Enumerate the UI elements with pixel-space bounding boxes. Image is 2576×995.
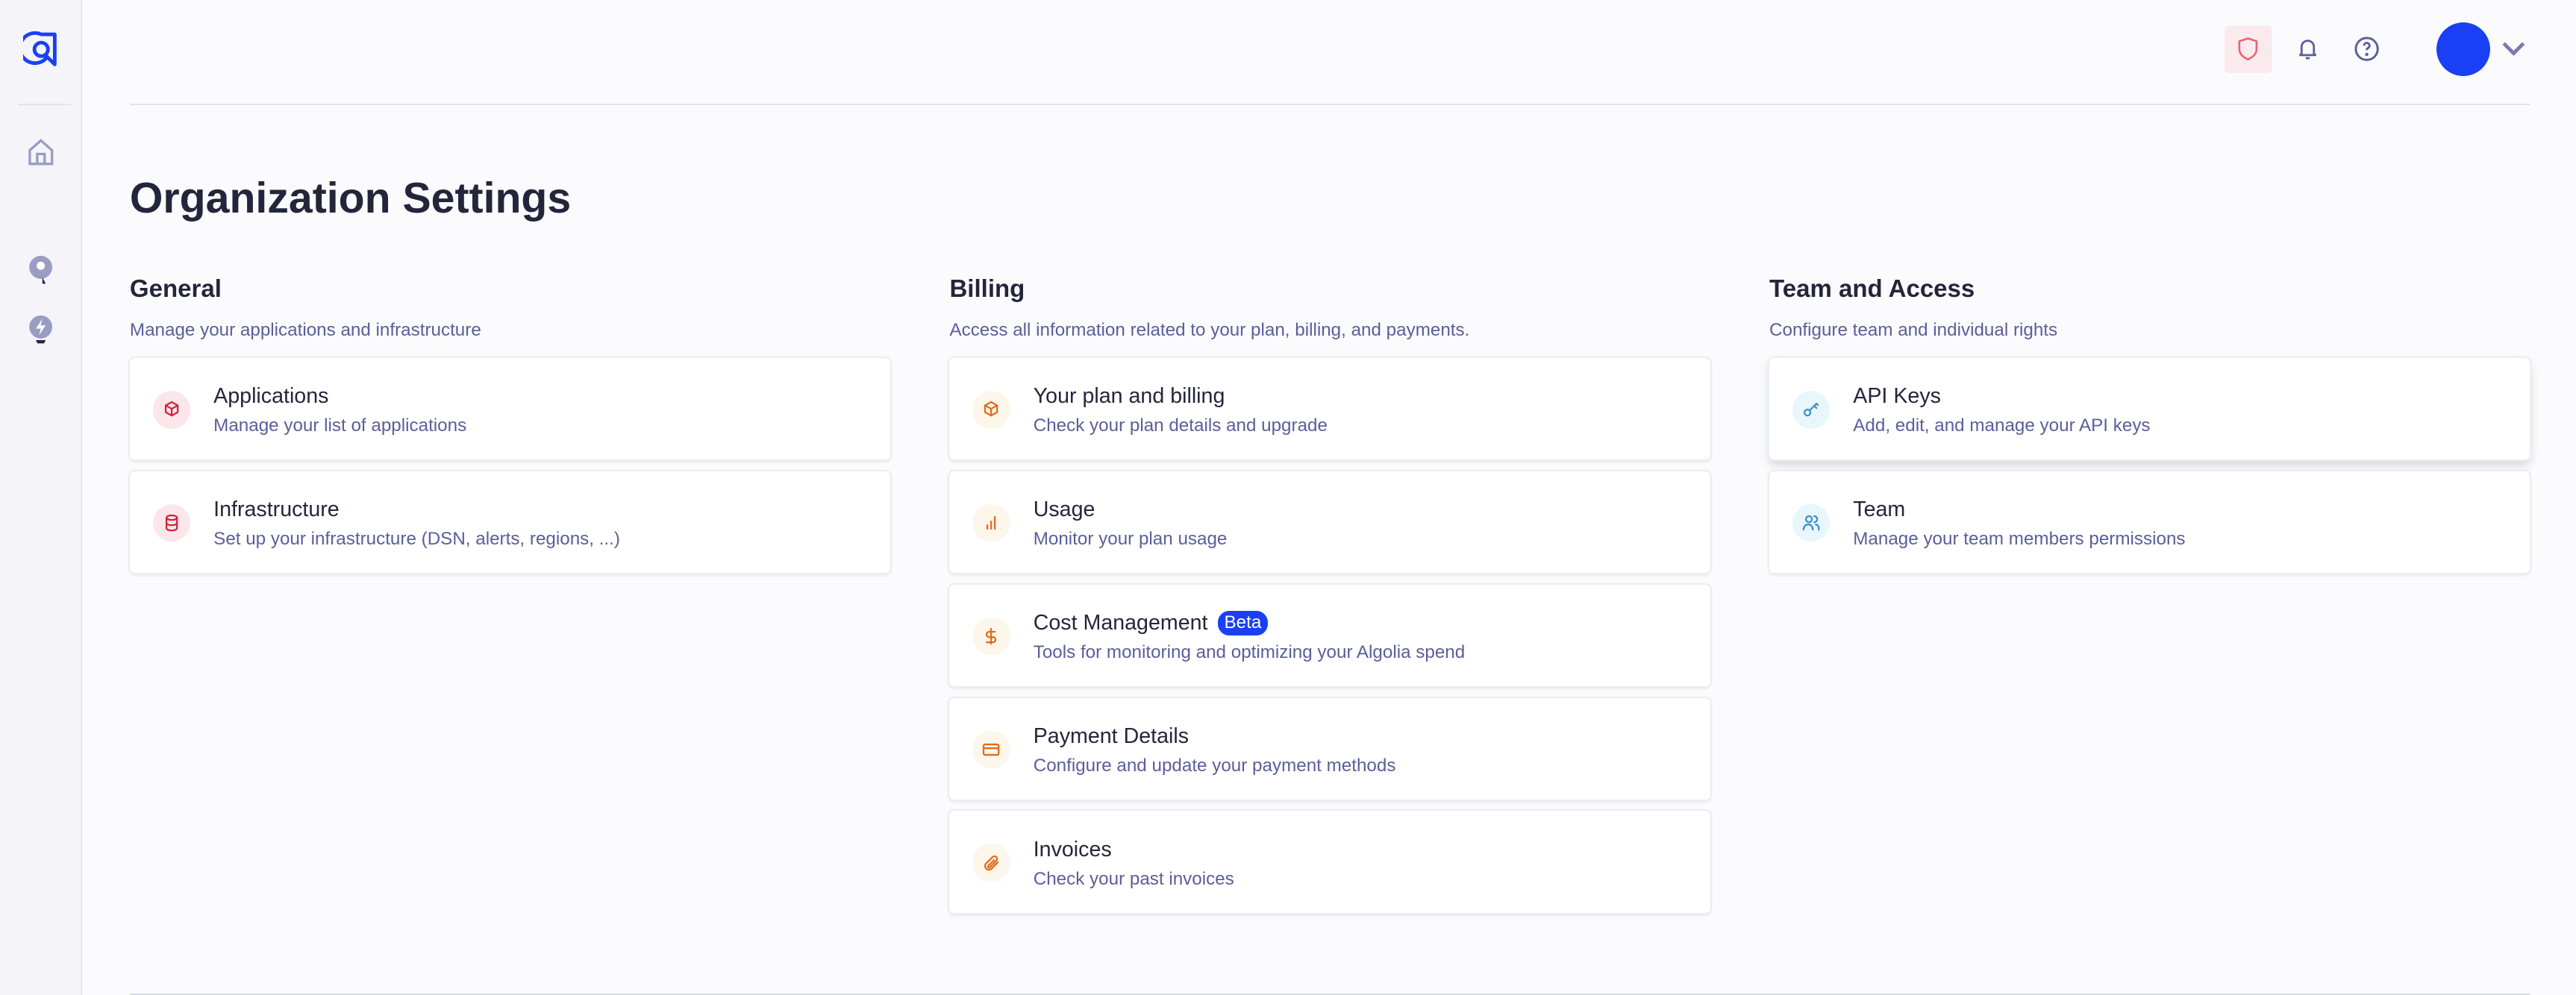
users-icon [1792, 503, 1831, 542]
card-title: Cost Management [1033, 610, 1208, 635]
card-subtitle: Add, edit, and manage your API keys [1853, 415, 2151, 436]
card-title: Infrastructure [213, 498, 340, 521]
algolia-logo[interactable] [22, 31, 59, 67]
section-title: General [129, 274, 222, 303]
card-payment-details[interactable]: Payment Details Configure and update you… [949, 697, 1710, 800]
card-api-keys[interactable]: API Keys Add, edit, and manage your API … [1769, 357, 2530, 460]
bolt-pin-icon[interactable] [23, 312, 59, 348]
section-subtitle: Configure team and individual rights [1769, 320, 2058, 341]
card-cost-management[interactable]: Cost Management Beta Tools for monitoring… [949, 584, 1710, 687]
footer-divider [129, 993, 2530, 995]
bell-icon[interactable] [2283, 25, 2331, 73]
card-title: Your plan and billing [1033, 384, 1225, 409]
section-general: General Manage your applications and inf… [129, 272, 891, 584]
header-divider [129, 103, 2530, 105]
card-title: Team [1853, 498, 1906, 521]
search-pin-icon[interactable] [23, 253, 59, 289]
section-team: Team and Access Configure team and indiv… [1769, 272, 2530, 584]
section-billing: Billing Access all information related t… [949, 272, 1710, 924]
page-title: Organization Settings [129, 175, 572, 223]
card-subtitle: Manage your team members permissions [1853, 528, 2186, 549]
section-title: Billing [949, 274, 1025, 303]
card-title: API Keys [1853, 384, 1941, 409]
sidebar [0, 0, 82, 995]
card-title: Applications [213, 384, 329, 409]
sidebar-divider [18, 103, 71, 105]
card-invoices[interactable]: Invoices Check your past invoices [949, 811, 1710, 913]
card-subtitle: Check your past invoices [1033, 868, 1234, 889]
section-title: Team and Access [1769, 274, 1975, 303]
card-your-plan-and-billing[interactable]: Your plan and billing Check your plan de… [949, 357, 1710, 460]
card-subtitle: Set up your infrastructure (DSN, alerts,… [213, 528, 620, 549]
card-title: Usage [1033, 498, 1095, 521]
section-subtitle: Access all information related to your p… [949, 320, 1470, 341]
dollar-icon [972, 617, 1010, 656]
card-infrastructure[interactable]: Infrastructure Set up your infrastructur… [129, 471, 891, 574]
home-icon[interactable] [23, 135, 59, 171]
card-usage[interactable]: Usage Monitor your plan usage [949, 471, 1710, 574]
credit-card-icon [972, 730, 1010, 769]
card-title: Payment Details [1033, 724, 1189, 748]
card-subtitle: Configure and update your payment method… [1033, 755, 1396, 776]
database-icon [152, 503, 191, 542]
cube-icon [152, 390, 191, 429]
card-subtitle: Tools for monitoring and optimizing your… [1033, 641, 1466, 662]
paperclip-icon [972, 844, 1010, 882]
card-title: Invoices [1033, 837, 1112, 861]
topbar [2213, 22, 2530, 77]
bar-chart-icon [972, 503, 1010, 542]
beta-badge: Beta [1217, 610, 1269, 635]
card-team[interactable]: Team Manage your team members permission… [1769, 471, 2530, 574]
shield-icon[interactable] [2224, 25, 2272, 73]
chevron-down-icon[interactable] [2497, 42, 2530, 57]
cube-icon [972, 390, 1010, 429]
help-icon[interactable] [2342, 25, 2390, 73]
section-subtitle: Manage your applications and infrastruct… [129, 320, 481, 341]
avatar[interactable] [2436, 22, 2491, 77]
card-subtitle: Manage your list of applications [213, 415, 467, 436]
card-subtitle: Check your plan details and upgrade [1033, 415, 1328, 436]
key-icon [1792, 390, 1831, 429]
card-applications[interactable]: Applications Manage your list of applica… [129, 357, 891, 460]
card-subtitle: Monitor your plan usage [1033, 528, 1228, 549]
